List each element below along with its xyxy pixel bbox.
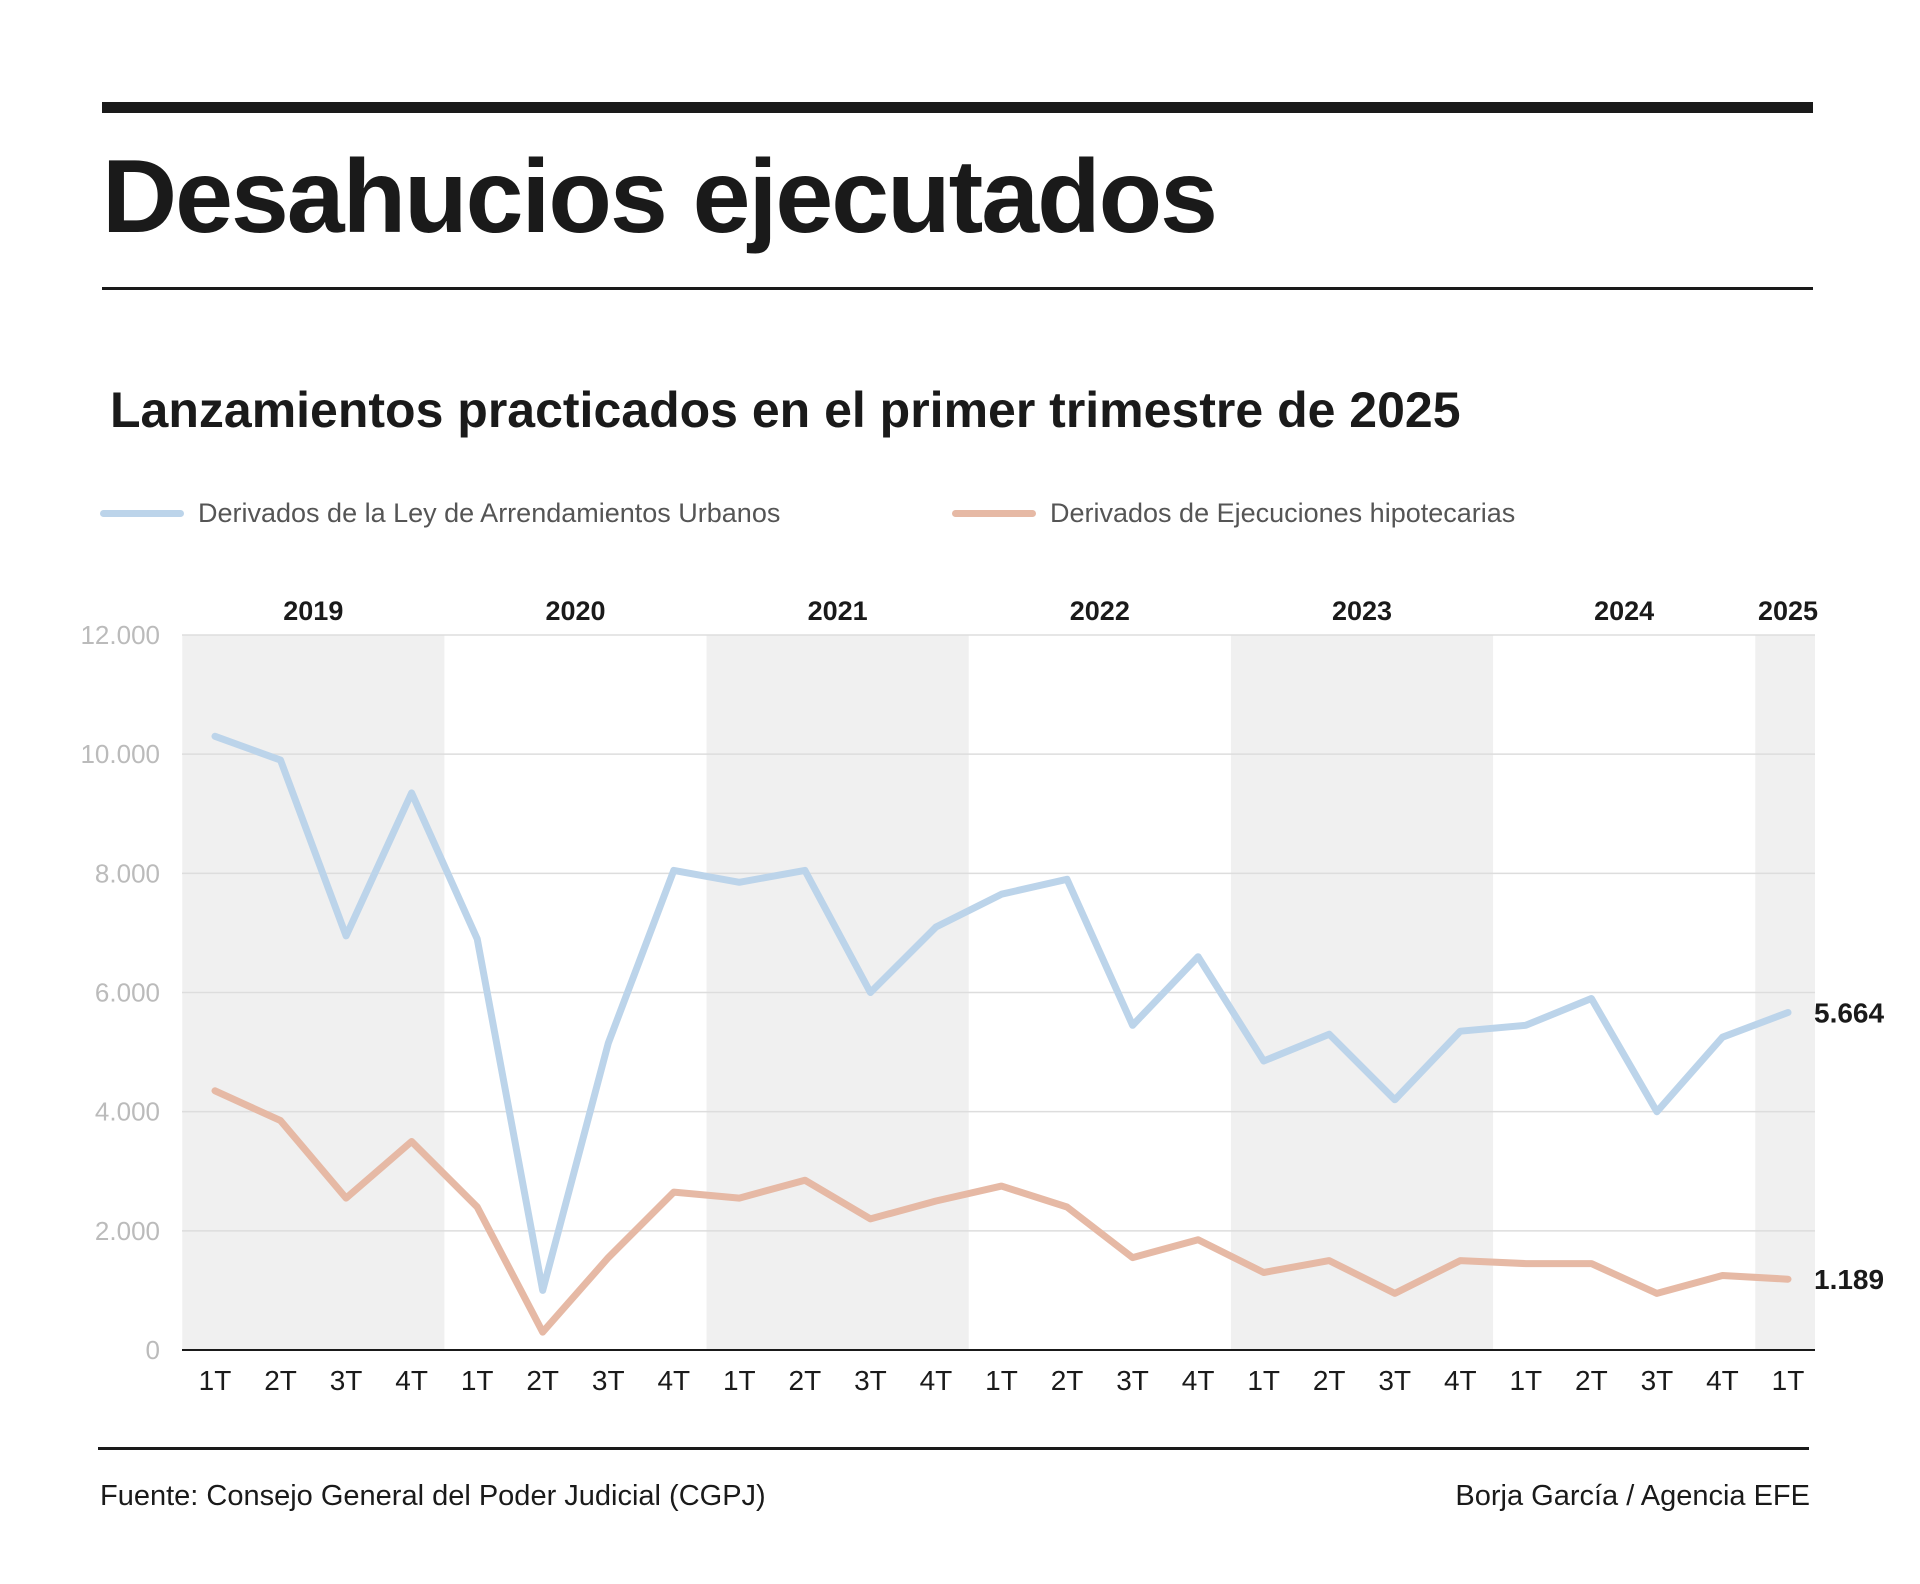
x-tick-label: 2T <box>1051 1365 1084 1396</box>
x-tick-label: 4T <box>1444 1365 1477 1396</box>
series-line-0 <box>211 732 1792 1294</box>
legend-swatch-hipotecarias <box>952 510 1036 517</box>
y-tick-label: 0 <box>146 1335 160 1365</box>
x-tick-label: 2T <box>526 1365 559 1396</box>
title-rule <box>102 287 1813 290</box>
x-tick-label: 4T <box>1182 1365 1215 1396</box>
chart-title: Lanzamientos practicados en el primer tr… <box>110 382 1461 438</box>
legend-label-hipotecarias: Derivados de Ejecuciones hipotecarias <box>1050 498 1516 528</box>
x-tick-label: 3T <box>1641 1365 1674 1396</box>
x-tick-label: 4T <box>920 1365 953 1396</box>
y-tick-label: 6.000 <box>95 978 160 1008</box>
x-tick-label: 2T <box>264 1365 297 1396</box>
grid-lines <box>182 634 1815 1232</box>
x-tick-label: 1T <box>985 1365 1018 1396</box>
y-tick-label: 8.000 <box>95 858 160 888</box>
y-tick-label: 2.000 <box>95 1216 160 1246</box>
y-tick-label: 4.000 <box>95 1097 160 1127</box>
end-label-1: 1.189 <box>1814 1264 1884 1295</box>
year-label-2023: 2023 <box>1332 596 1392 626</box>
bottom-rule <box>98 1447 1809 1450</box>
x-tick-label: 4T <box>395 1365 428 1396</box>
x-tick-label: 3T <box>330 1365 363 1396</box>
end-label-0: 5.664 <box>1814 998 1884 1029</box>
x-tick-label: 1T <box>461 1365 494 1396</box>
legend-swatch-lau <box>100 510 184 517</box>
year-labels: 2019 2020 2021 2022 2023 2024 2025 <box>283 596 1818 626</box>
x-tick-label: 3T <box>592 1365 625 1396</box>
source-note: Fuente: Consejo General del Poder Judici… <box>100 1480 766 1512</box>
top-rule <box>102 102 1813 113</box>
x-tick-label: 2T <box>789 1365 822 1396</box>
legend-item-lau: Derivados de la Ley de Arrendamientos Ur… <box>100 498 780 529</box>
page-title: Desahucios ejecutados <box>102 139 1218 255</box>
year-label-2024: 2024 <box>1594 596 1654 626</box>
year-label-2025: 2025 <box>1758 596 1818 626</box>
x-tick-label: 1T <box>1247 1365 1280 1396</box>
credit-note: Borja García / Agencia EFE <box>1455 1480 1810 1512</box>
x-tick-label: 3T <box>854 1365 887 1396</box>
y-tick-label: 12.000 <box>80 620 160 650</box>
x-tick-label: 4T <box>1706 1365 1739 1396</box>
x-tick-label: 1T <box>1509 1365 1542 1396</box>
x-tick-label: 4T <box>657 1365 690 1396</box>
chart-legend: Derivados de la Ley de Arrendamientos Ur… <box>0 498 1920 538</box>
end-labels: 5.664 1.189 <box>1814 998 1884 1296</box>
x-tick-label: 3T <box>1378 1365 1411 1396</box>
series-line-1 <box>211 1087 1792 1336</box>
year-label-2019: 2019 <box>283 596 343 626</box>
x-tick-label: 1T <box>199 1365 232 1396</box>
series-lines <box>211 732 1792 1336</box>
y-tick-label: 10.000 <box>80 739 160 769</box>
legend-item-hipotecarias: Derivados de Ejecuciones hipotecarias <box>952 498 1515 529</box>
x-tick-label: 3T <box>1116 1365 1149 1396</box>
year-label-2021: 2021 <box>808 596 868 626</box>
x-axis-ticks: 1T 2T 3T 4T 1T 2T 3T 4T 1T 2T 3T 4T 1T 2T 3T 4T 1T 2T 3T 4T… <box>199 1365 1805 1396</box>
x-tick-label: 2T <box>1313 1365 1346 1396</box>
y-axis-ticks: 0 2.000 4.000 6.000 8.000 10.000 12.000 <box>80 620 160 1365</box>
legend-label-lau: Derivados de la Ley de Arrendamientos Ur… <box>198 498 781 528</box>
x-tick-label: 2T <box>1575 1365 1608 1396</box>
x-tick-label: 1T <box>723 1365 756 1396</box>
year-label-2020: 2020 <box>545 596 605 626</box>
year-label-2022: 2022 <box>1070 596 1130 626</box>
x-tick-label: 1T <box>1772 1365 1805 1396</box>
